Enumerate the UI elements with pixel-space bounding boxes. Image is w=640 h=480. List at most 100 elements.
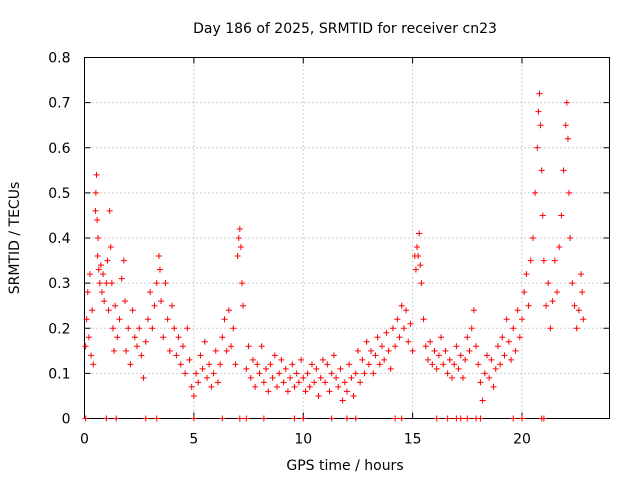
data-point: [204, 374, 210, 381]
x-tick-label: 10: [294, 432, 312, 448]
data-point: [309, 361, 315, 368]
data-point: [580, 316, 587, 323]
chart-title: Day 186 of 2025, SRMTID for receiver cn2…: [193, 21, 497, 37]
data-point: [442, 347, 449, 354]
data-point: [235, 235, 242, 241]
data-point: [492, 365, 499, 372]
data-point: [446, 356, 453, 363]
data-point: [512, 347, 519, 354]
data-point: [188, 383, 195, 390]
data-point: [516, 334, 523, 341]
data-point: [111, 347, 118, 354]
x-tick-label: 5: [189, 432, 198, 448]
data-point: [510, 415, 517, 422]
y-tick-label: 0.8: [48, 51, 70, 67]
data-point: [414, 244, 420, 251]
data-point: [190, 392, 197, 399]
data-point: [566, 189, 573, 196]
data-point: [532, 189, 539, 196]
data-point: [477, 415, 484, 422]
data-point: [422, 343, 429, 350]
data-point: [344, 388, 350, 395]
data-point: [540, 415, 547, 422]
data-point: [169, 302, 175, 309]
data-point: [260, 379, 267, 386]
data-point: [341, 379, 348, 386]
data-point: [236, 415, 243, 422]
data-point: [190, 415, 197, 422]
data-point: [256, 370, 263, 377]
data-point: [210, 370, 217, 377]
data-point: [232, 361, 239, 368]
data-point: [219, 334, 226, 341]
data-point: [83, 316, 90, 323]
data-point: [284, 388, 291, 395]
data-point: [464, 415, 471, 422]
data-point: [129, 307, 136, 314]
data-point: [462, 356, 469, 363]
data-point: [293, 370, 300, 377]
data-point: [319, 356, 326, 363]
data-point: [105, 307, 112, 314]
data-point: [302, 388, 309, 395]
data-point: [418, 280, 425, 287]
data-point: [481, 370, 488, 377]
data-point: [214, 379, 221, 386]
data-point: [85, 334, 92, 341]
data-point: [193, 370, 200, 377]
data-point: [184, 325, 191, 332]
data-point: [352, 415, 359, 422]
y-axis-label: SRMTID / TECUs: [7, 182, 23, 295]
data-point: [160, 334, 167, 341]
data-point: [571, 302, 578, 309]
data-point: [473, 343, 480, 350]
data-point: [199, 365, 206, 372]
data-point: [103, 280, 110, 287]
data-point: [455, 365, 462, 372]
data-point: [433, 365, 440, 372]
data-point: [142, 415, 149, 422]
data-point: [195, 379, 202, 386]
data-point: [449, 374, 455, 381]
data-point: [123, 347, 130, 354]
data-point: [271, 352, 278, 359]
data-point: [151, 302, 158, 309]
data-point: [282, 365, 289, 372]
data-point: [171, 325, 178, 332]
data-point: [142, 338, 149, 345]
data-point: [389, 325, 396, 332]
data-point: [245, 343, 252, 350]
data-point: [477, 379, 484, 386]
data-point: [311, 379, 318, 386]
data-point: [258, 343, 265, 350]
data-point: [534, 144, 541, 151]
data-point: [99, 289, 105, 296]
data-point: [328, 370, 335, 377]
data-point: [567, 235, 574, 241]
data-point: [398, 302, 405, 309]
data-point: [392, 415, 399, 422]
data-point: [313, 365, 320, 372]
data-point: [134, 343, 140, 350]
data-point: [106, 207, 113, 214]
x-tick-label: 0: [80, 432, 89, 448]
data-point: [563, 99, 570, 106]
data-point: [335, 383, 342, 390]
data-point: [354, 347, 361, 354]
data-point: [175, 334, 182, 341]
data-point: [346, 361, 353, 368]
data-point: [344, 415, 350, 422]
data-point: [537, 122, 544, 129]
data-point: [578, 271, 585, 278]
data-point: [569, 280, 576, 287]
data-point: [107, 244, 114, 251]
data-point: [433, 415, 440, 422]
data-point: [267, 361, 274, 368]
data-point: [230, 325, 237, 332]
data-point: [510, 325, 517, 332]
data-point: [291, 383, 298, 390]
data-point: [158, 298, 165, 305]
data-point: [381, 356, 388, 363]
data-point: [243, 365, 250, 372]
